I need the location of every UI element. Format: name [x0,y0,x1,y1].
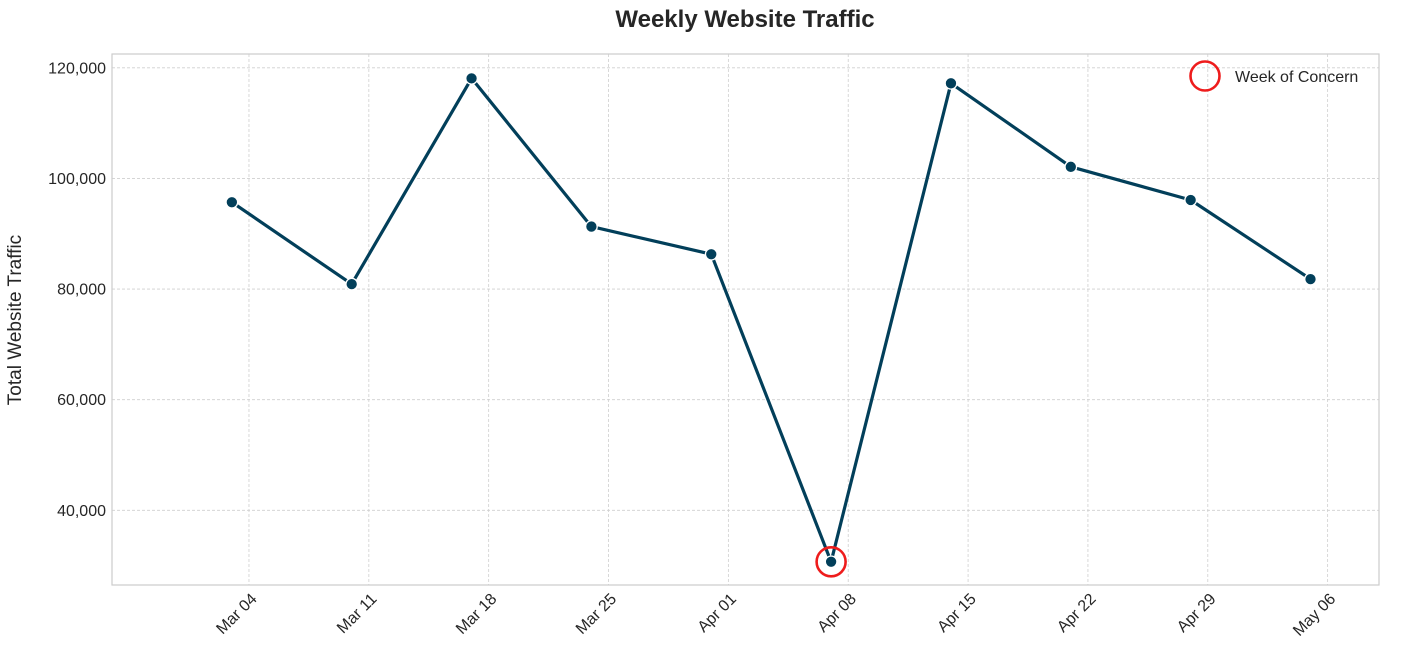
highlight-group [815,545,847,578]
x-axis-ticks: Mar 04 Mar 11 Mar 18 Mar 25 Apr 01 Apr 08 Apr … [213,591,1339,640]
x-tick-label: Apr 08 [815,591,860,636]
x-tick-label: Mar 18 [453,591,500,638]
grid [112,54,1379,585]
x-tick-label: May 06 [1290,591,1339,640]
y-tick-label: 120,000 [48,60,106,77]
plot-area [111,53,1380,586]
x-tick-label: Mar 04 [213,591,260,638]
legend-label: Week of Concern [1235,69,1358,86]
x-tick-label: Apr 01 [695,591,740,636]
data-point [584,220,598,234]
data-point [225,195,239,209]
x-tick-label: Mar 25 [573,591,620,638]
y-tick-label: 100,000 [48,171,106,188]
chart-title: Weekly Website Traffic [615,6,874,33]
legend-marker-circle [1189,60,1221,92]
data-point [704,247,718,261]
data-point [1064,160,1078,174]
data-point [345,277,359,291]
y-tick-label: 80,000 [57,282,106,299]
data-point [824,555,838,569]
data-point [944,76,958,90]
x-tick-label: Apr 22 [1054,591,1099,636]
week-of-concern-marker [815,545,847,578]
y-tick-label: 60,000 [57,392,106,409]
y-tick-label: 40,000 [57,503,106,520]
data-point [465,71,479,85]
legend: Week of Concern [1189,60,1358,92]
x-tick-label: Mar 11 [334,591,380,637]
x-tick-label: Apr 29 [1174,591,1219,636]
data-point [1184,193,1198,207]
x-tick-label: Apr 15 [934,591,979,636]
series-line [230,76,1313,564]
y-axis-label: Total Website Traffic [5,235,26,405]
y-axis-ticks: 40,000 60,000 80,000 100,000 120,000 [48,60,106,520]
series-line-group [225,71,1317,569]
data-point [1304,272,1317,286]
